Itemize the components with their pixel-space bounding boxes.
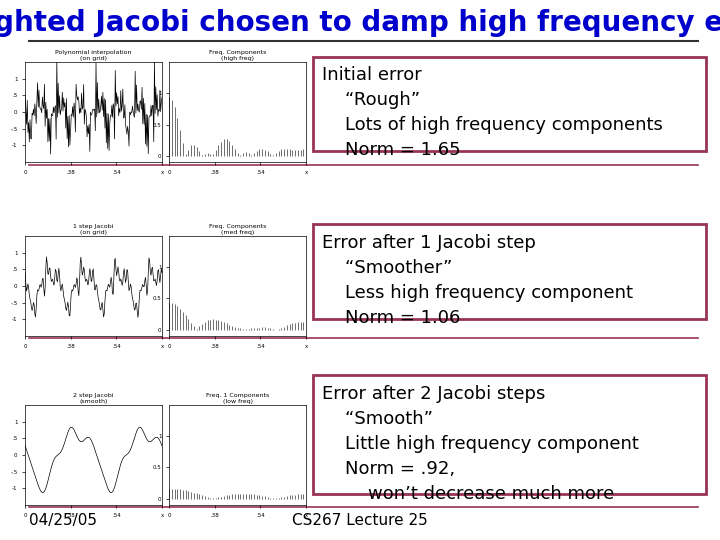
Title: 2 step Jacobi
(smooth): 2 step Jacobi (smooth) [73, 393, 114, 404]
Text: Error after 1 Jacobi step
    “Smoother”
    Less high frequency component
    N: Error after 1 Jacobi step “Smoother” Les… [322, 234, 633, 327]
Text: 04/25/05: 04/25/05 [29, 513, 96, 528]
FancyBboxPatch shape [313, 375, 706, 494]
Text: Weighted Jacobi chosen to damp high frequency error: Weighted Jacobi chosen to damp high freq… [0, 9, 720, 37]
FancyBboxPatch shape [313, 224, 706, 319]
Title: 1 step Jacobi
(on grid): 1 step Jacobi (on grid) [73, 224, 114, 235]
Title: Freq. Components
(high freq): Freq. Components (high freq) [209, 50, 266, 61]
Title: Polynomial interpolation
(on grid): Polynomial interpolation (on grid) [55, 50, 132, 61]
Title: Freq. 1 Components
(low freq): Freq. 1 Components (low freq) [206, 393, 269, 404]
Text: Error after 2 Jacobi steps
    “Smooth”
    Little high frequency component
    : Error after 2 Jacobi steps “Smooth” Litt… [322, 385, 639, 503]
FancyBboxPatch shape [313, 57, 706, 151]
Text: CS267 Lecture 25: CS267 Lecture 25 [292, 513, 428, 528]
Title: Freq. Components
(med freq): Freq. Components (med freq) [209, 224, 266, 235]
Text: Initial error
    “Rough”
    Lots of high frequency components
    Norm = 1.65: Initial error “Rough” Lots of high frequ… [322, 66, 662, 159]
